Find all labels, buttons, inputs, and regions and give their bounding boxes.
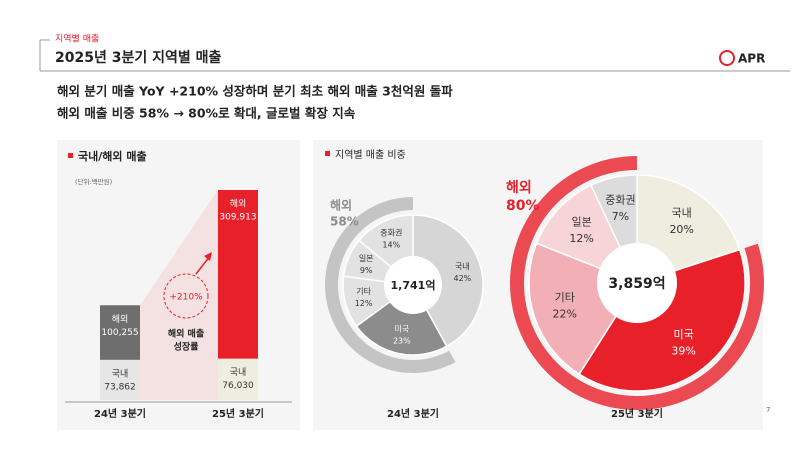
slice-name: 미국 xyxy=(395,324,410,333)
slice-name: 국내 xyxy=(672,206,692,219)
value-label: 73,862 xyxy=(104,382,136,392)
value-label: 309,913 xyxy=(219,213,256,223)
chart-title: 지역별 매출 비중 xyxy=(335,149,406,161)
growth-caption: 성장률 xyxy=(174,341,199,353)
unit-note: (단위:백만원) xyxy=(75,177,112,186)
logo-mark xyxy=(719,50,735,66)
value-label: 100,255 xyxy=(101,328,138,338)
growth-circle xyxy=(163,273,209,319)
slice-name: 미국 xyxy=(673,328,693,341)
donut-slice xyxy=(355,283,448,356)
logo: APR xyxy=(738,52,765,66)
center-total: 1,741억 xyxy=(391,279,436,292)
ring-value: 58% xyxy=(330,215,359,229)
slice-value: 22% xyxy=(552,308,576,321)
donut-hole xyxy=(597,243,677,323)
ring-value: 80% xyxy=(506,198,540,214)
headline: 해외 매출 비중 58% → 80%로 확대, 글로벌 확장 지속 xyxy=(57,106,356,121)
slice-value: 20% xyxy=(669,223,693,236)
arrow-head xyxy=(204,252,212,261)
value-label: 76,030 xyxy=(222,381,254,391)
section-label: 지역별 매출 xyxy=(55,34,99,45)
x-label: 24년 3분기 xyxy=(387,407,439,420)
center-total: 3,859억 xyxy=(608,276,665,292)
slice-value: 42% xyxy=(454,274,472,283)
growth-rate: +210% xyxy=(169,293,203,303)
bar-segment xyxy=(100,359,140,400)
segment-name: 국내 xyxy=(112,368,129,379)
slice-name: 일본 xyxy=(359,254,374,263)
slice-value: 14% xyxy=(382,240,400,249)
x-tick-label: 25년 3분기 xyxy=(212,407,264,420)
title-marker xyxy=(325,151,330,156)
x-tick-label: 24년 3분기 xyxy=(94,407,146,420)
slice-name: 기타 xyxy=(555,291,575,304)
bar-segment xyxy=(218,358,258,400)
slice-name: 기타 xyxy=(356,287,371,296)
slice-value: 12% xyxy=(355,299,373,308)
growth-caption: 해외 매출 xyxy=(168,328,204,340)
slice-value: 39% xyxy=(671,344,695,357)
bar-segment xyxy=(218,190,258,359)
slice-name: 국내 xyxy=(455,262,470,271)
segment-name: 해외 xyxy=(230,198,247,210)
donut-slice xyxy=(412,214,484,348)
slide-title: 2025년 3분기 지역별 매출 xyxy=(55,49,221,66)
title-marker xyxy=(68,153,73,158)
ring-name: 해외 xyxy=(330,198,352,213)
bar-segment xyxy=(100,305,140,360)
slice-name: 일본 xyxy=(571,215,591,229)
slice-value: 7% xyxy=(612,210,629,223)
segment-name: 국내 xyxy=(230,367,247,378)
left-panel xyxy=(57,140,300,430)
page-number: 7 xyxy=(766,406,770,414)
share-ring xyxy=(325,197,456,373)
slice-name: 중화권 xyxy=(380,227,402,237)
headline: 해외 분기 매출 YoY +210% 성장하며 분기 최초 해외 매출 3천억원… xyxy=(57,84,453,99)
segment-name: 해외 xyxy=(112,313,129,325)
slice-value: 12% xyxy=(569,232,593,245)
x-label: 25년 3분기 xyxy=(611,407,663,420)
donut-slice xyxy=(578,248,746,392)
slice-value: 9% xyxy=(360,266,373,275)
donut-hole xyxy=(384,256,442,314)
ring-name: 해외 xyxy=(506,179,532,196)
slice-value: 23% xyxy=(393,336,411,345)
growth-shade xyxy=(140,190,218,400)
slice-name: 중화권 xyxy=(605,194,635,207)
chart-title: 국내/해외 매출 xyxy=(78,149,147,163)
